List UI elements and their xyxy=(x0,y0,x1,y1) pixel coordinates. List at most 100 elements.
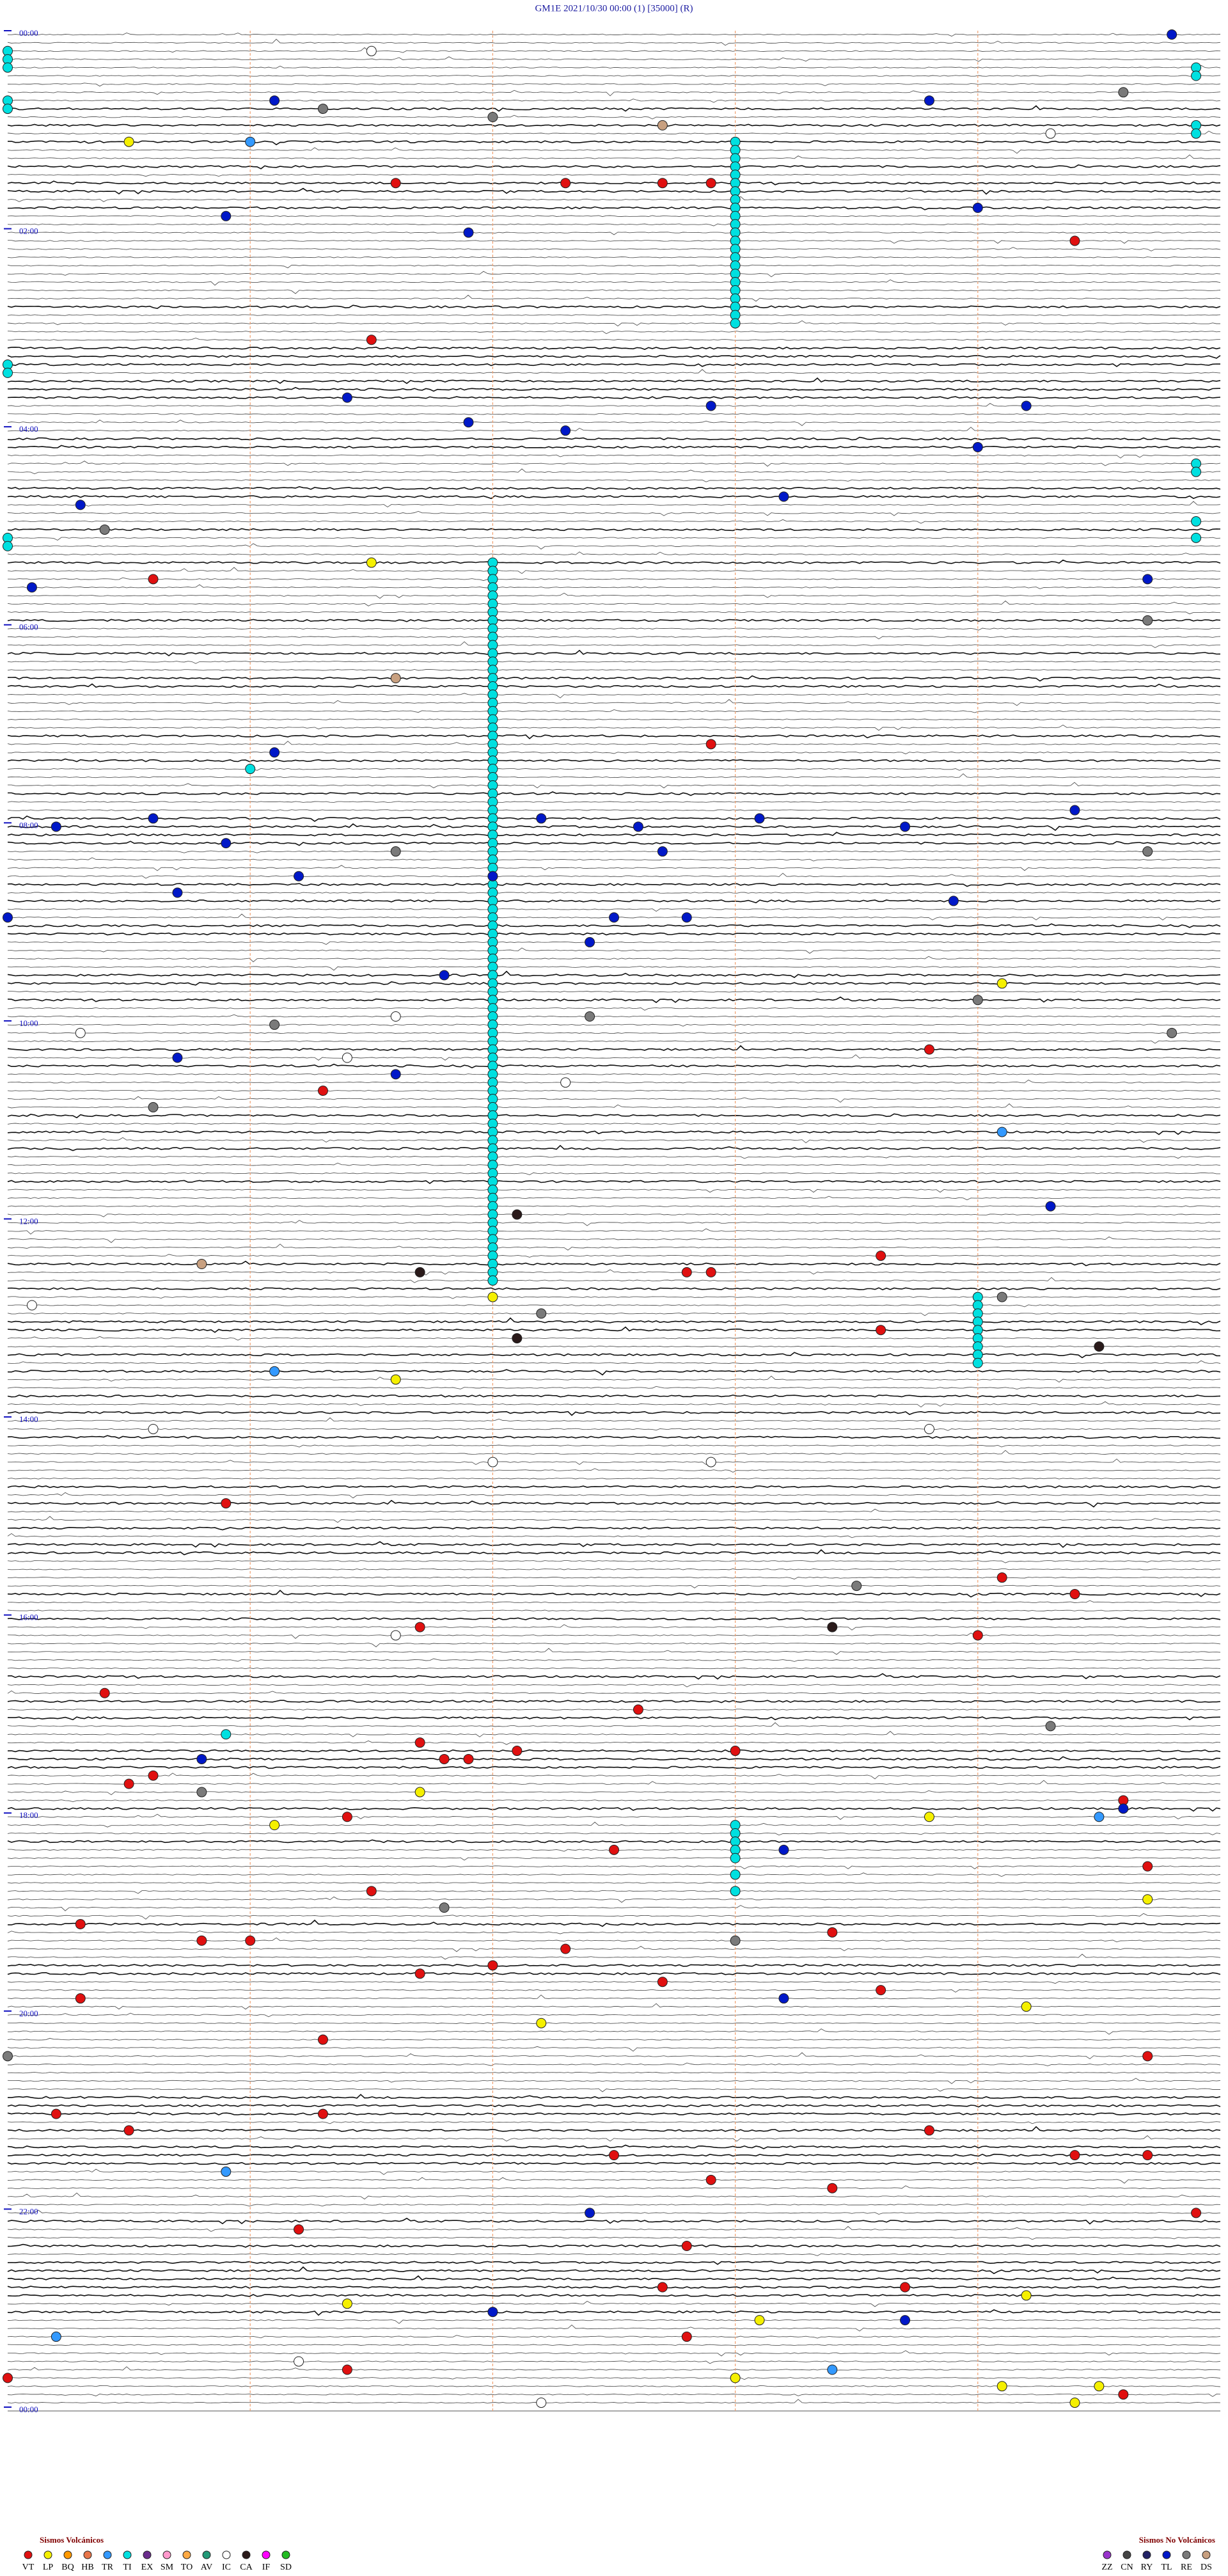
trace xyxy=(7,1740,1221,1745)
trace xyxy=(7,1766,1221,1769)
trace xyxy=(7,1220,1221,1226)
event-marker xyxy=(972,1630,983,1641)
trace xyxy=(7,1130,1221,1135)
trace xyxy=(7,2236,1221,2240)
event-marker xyxy=(657,1977,668,1987)
trace xyxy=(7,699,1221,706)
trace xyxy=(7,1213,1221,1217)
event-marker xyxy=(1191,2208,1202,2218)
time-label: 06:00 xyxy=(19,622,38,632)
trace xyxy=(7,1905,1221,1911)
trace xyxy=(7,154,1221,159)
event-marker xyxy=(342,392,352,403)
trace xyxy=(7,1964,1221,1967)
event-marker xyxy=(560,1077,571,1088)
event-marker xyxy=(1142,1861,1153,1872)
trace xyxy=(8,2094,1221,2099)
event-marker xyxy=(414,1267,425,1277)
trace xyxy=(7,1492,1221,1499)
trace xyxy=(7,2037,1221,2041)
event-marker xyxy=(3,2051,13,2062)
time-label: 20:00 xyxy=(19,2009,38,2018)
trace xyxy=(7,461,1221,467)
trace xyxy=(8,1228,1221,1235)
legend-label: SD xyxy=(280,2563,292,2572)
trace xyxy=(7,2286,1221,2289)
event-marker xyxy=(827,2364,838,2375)
time-label: 02:00 xyxy=(19,226,38,236)
trace xyxy=(7,1989,1221,1993)
event-marker xyxy=(1191,516,1202,527)
trace xyxy=(7,1352,1220,1359)
trace xyxy=(7,1336,1221,1341)
event-marker xyxy=(487,871,498,881)
trace xyxy=(8,991,1221,993)
trace xyxy=(7,2022,1221,2025)
trace xyxy=(7,1468,1221,1473)
trace xyxy=(8,1813,1221,1820)
trace xyxy=(8,1304,1221,1308)
trace xyxy=(7,2192,1221,2200)
legend-swatch xyxy=(202,2550,211,2559)
event-marker xyxy=(3,62,13,73)
trace xyxy=(7,611,1221,615)
event-marker xyxy=(3,104,13,115)
trace xyxy=(7,2377,1221,2380)
trace xyxy=(7,495,1221,500)
trace xyxy=(7,1172,1220,1175)
event-marker xyxy=(148,574,159,585)
event-marker xyxy=(657,2282,668,2293)
trace xyxy=(7,1180,1221,1184)
event-marker xyxy=(487,1275,498,1286)
event-marker xyxy=(1069,235,1080,246)
trace xyxy=(8,782,1221,789)
event-marker xyxy=(99,1687,110,1698)
event-marker xyxy=(294,871,304,881)
trace xyxy=(7,368,1221,374)
event-marker xyxy=(778,491,789,502)
event-marker xyxy=(1045,128,1056,139)
trace xyxy=(7,2366,1221,2371)
event-marker xyxy=(390,1630,401,1641)
trace xyxy=(7,718,1221,720)
trace xyxy=(8,105,1221,112)
trace xyxy=(7,823,1221,832)
trace xyxy=(7,2177,1221,2184)
trace xyxy=(7,592,1221,599)
event-marker xyxy=(585,2208,595,2218)
trace xyxy=(7,1780,1221,1785)
trace xyxy=(8,791,1221,796)
trace xyxy=(7,304,1221,310)
trace xyxy=(7,1023,1221,1027)
trace xyxy=(7,628,1221,631)
trace xyxy=(7,196,1221,202)
event-marker xyxy=(414,1787,425,1798)
event-marker xyxy=(1094,1812,1105,1822)
trace xyxy=(7,1269,1221,1276)
trace xyxy=(7,294,1221,302)
trace xyxy=(7,2266,1221,2275)
trace xyxy=(7,2360,1221,2364)
event-marker xyxy=(972,1357,983,1368)
trace xyxy=(7,363,1221,367)
trace xyxy=(7,2225,1221,2232)
trace xyxy=(7,1508,1221,1513)
trace xyxy=(7,2185,1221,2189)
time-label: 08:00 xyxy=(19,820,38,830)
trace xyxy=(7,2319,1220,2324)
event-marker xyxy=(754,2315,765,2326)
trace xyxy=(7,1014,1220,1018)
event-marker xyxy=(1142,2150,1153,2161)
trace xyxy=(7,147,1221,154)
event-marker xyxy=(1021,2290,1032,2301)
event-marker xyxy=(1191,128,1202,139)
event-marker xyxy=(26,1300,37,1311)
event-marker xyxy=(245,1935,256,1946)
event-marker xyxy=(633,821,643,832)
legend-label: RY xyxy=(1141,2563,1153,2572)
trace xyxy=(7,386,1221,392)
event-marker xyxy=(536,2398,547,2408)
trace xyxy=(7,1089,1220,1092)
trace xyxy=(7,1931,1221,1934)
event-marker xyxy=(51,2331,61,2342)
